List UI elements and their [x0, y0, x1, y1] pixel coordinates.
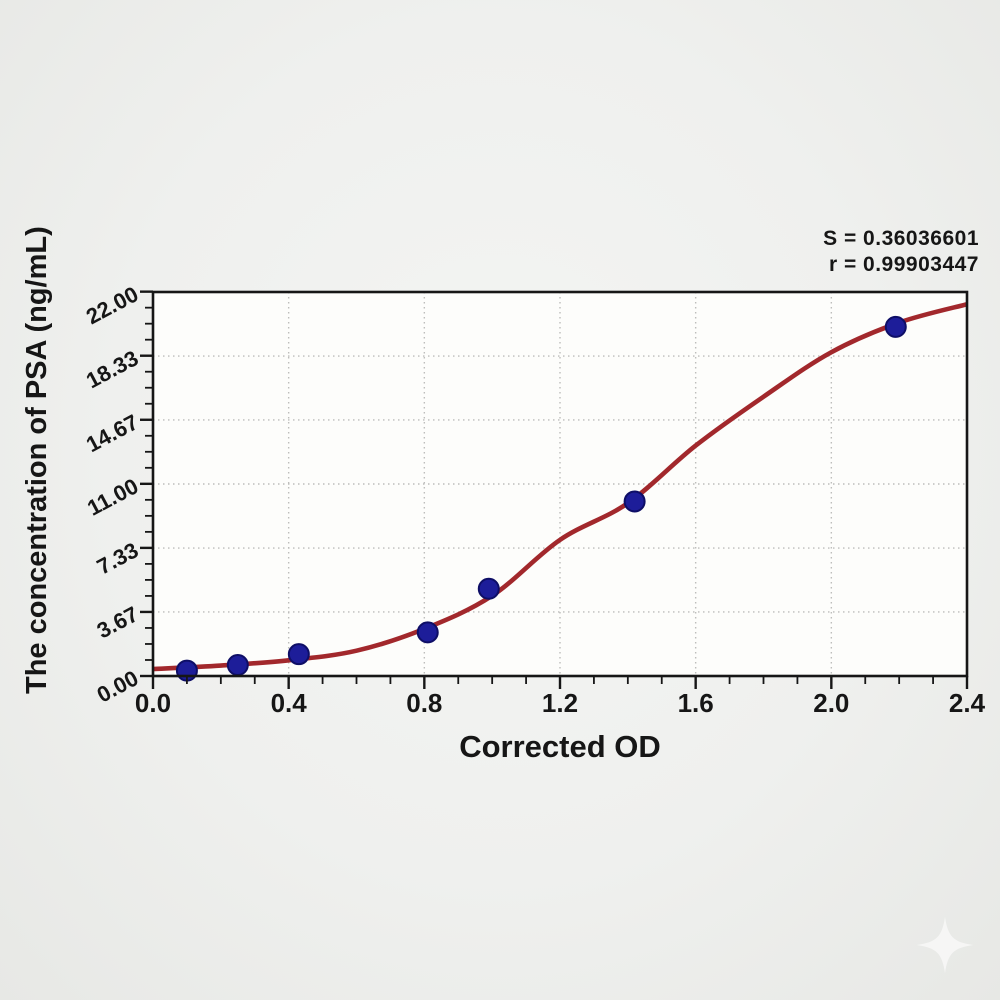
y-tick-label: 11.00 — [83, 473, 142, 520]
stat-r-value: r = 0.99903447 — [828, 253, 979, 276]
data-point — [226, 654, 249, 677]
x-tick-label: 0.0 — [135, 688, 171, 718]
gridlines — [153, 292, 967, 676]
x-tick-label: 2.4 — [949, 688, 986, 718]
x-tick-labels: 0.0 0.4 0.8 1.2 1.6 2.0 2.4 — [135, 688, 986, 718]
data-point — [416, 621, 439, 644]
data-point — [623, 490, 646, 513]
stat-s-value: S = 0.36036601 — [823, 227, 979, 250]
x-tick-label: 2.0 — [813, 688, 849, 718]
fit-curve — [153, 301, 967, 672]
x-tick-label: 0.4 — [271, 688, 308, 718]
fit-statistics: S = 0.36036601 r = 0.99903447 — [823, 226, 979, 278]
axis-ticks — [140, 290, 969, 689]
y-tick-label: 22.00 — [82, 281, 142, 329]
x-tick-label: 1.6 — [678, 688, 714, 718]
y-axis-title: The concentration of PSA (ng/mL) — [21, 226, 53, 694]
data-point — [287, 643, 310, 666]
y-tick-label: 7.33 — [93, 537, 143, 579]
sparkle-star-shape — [916, 916, 974, 974]
y-tick-label: 3.67 — [93, 601, 143, 643]
x-tick-label: 0.8 — [406, 688, 442, 718]
data-point — [884, 315, 907, 338]
data-point — [477, 577, 500, 600]
x-axis-title: Corrected OD — [459, 729, 661, 764]
data-points — [175, 315, 907, 682]
sparkle-watermark — [916, 916, 974, 974]
y-tick-label: 18.33 — [82, 345, 142, 393]
y-tick-label: 14.67 — [82, 409, 142, 457]
x-tick-label: 1.2 — [542, 688, 578, 718]
